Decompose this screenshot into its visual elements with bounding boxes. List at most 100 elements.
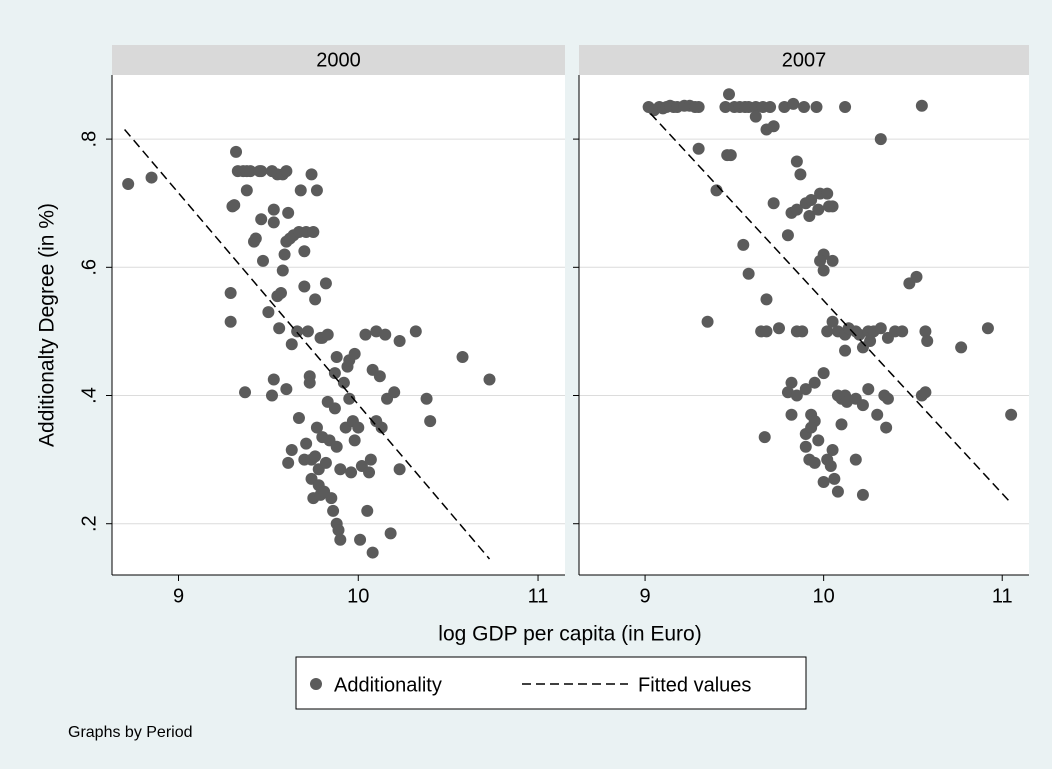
point [790,203,803,216]
point [919,386,932,399]
point [334,533,347,546]
point [760,325,773,338]
point [723,88,735,101]
point [839,101,852,114]
panel-title: 2000 [316,49,361,71]
point [456,351,469,364]
x-tick-label: 10 [347,585,369,607]
point [767,197,780,210]
point [839,344,852,357]
point [285,338,298,351]
panel-header [579,45,1029,75]
point [310,184,323,197]
point [798,101,810,114]
point [230,145,243,158]
point [692,142,705,155]
point [244,165,257,178]
point [826,254,839,267]
point [420,392,433,405]
point [799,383,812,396]
point [301,325,314,338]
point [265,389,278,402]
point [796,325,809,338]
point [955,341,968,354]
point [224,286,237,299]
point [278,248,291,261]
point [310,421,323,434]
point [749,110,762,123]
point [282,456,295,469]
point [790,155,803,168]
point [379,328,392,341]
point [810,101,823,114]
point [835,418,848,431]
point [817,476,830,489]
point [828,472,841,485]
point [249,232,262,245]
plot-area [579,75,1029,575]
point [821,187,834,200]
point [309,450,322,463]
point [701,315,714,328]
point [785,408,798,421]
point [145,171,158,184]
point [817,367,830,380]
point [826,315,839,328]
plot-area [112,75,565,575]
point [309,293,322,306]
point [276,264,289,277]
point [787,97,800,110]
point [817,264,830,277]
point [764,101,777,114]
point [298,280,311,293]
point [240,184,253,197]
point [280,383,293,396]
point [803,210,816,223]
point [319,456,332,469]
point [767,120,780,133]
point [348,434,361,447]
point [305,168,318,181]
point [862,383,875,396]
point [805,194,818,206]
point [719,101,732,114]
x-tick-label: 11 [992,585,1013,607]
fit-line [124,129,491,560]
point [388,386,401,399]
legend-marker [310,678,322,690]
point [352,421,365,434]
point [253,165,266,178]
y-tick-label: .2 [78,515,100,532]
x-tick-label: 11 [528,585,549,607]
point [330,440,343,453]
legend [295,656,807,710]
fit-line [649,112,1012,504]
point [856,488,869,501]
point [359,328,372,341]
point [280,165,293,178]
point [300,437,313,450]
y-tick-label: .8 [78,131,100,148]
point [361,504,374,517]
point [364,453,377,466]
point [292,411,305,424]
point [354,533,367,546]
point [760,293,773,306]
legend-label: Fitted values [638,674,751,696]
point [881,392,894,405]
x-tick-label: 9 [173,585,184,607]
point [345,466,358,479]
point [267,203,280,216]
point [327,504,340,517]
point [262,306,275,319]
y-axis-title: Additionalty Degree (in %) [36,203,59,447]
panel-header [112,45,565,75]
point [724,149,737,162]
point [373,370,386,383]
point [981,322,994,335]
x-axis-title: log GDP per capita (in Euro) [438,623,701,646]
y-tick-label: .4 [78,387,100,404]
point [337,376,350,389]
point [255,213,268,226]
